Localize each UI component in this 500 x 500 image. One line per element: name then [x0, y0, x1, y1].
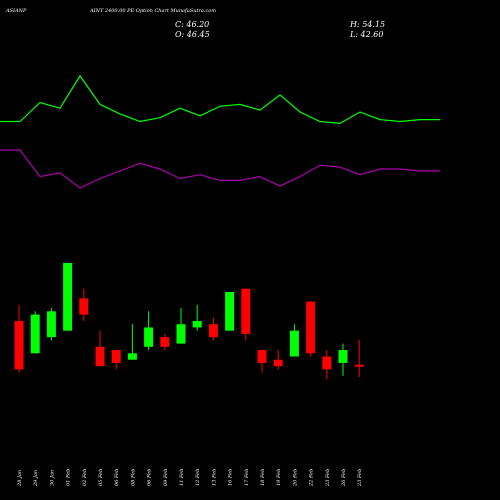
- candle-body: [95, 346, 105, 367]
- indicator-lines: [0, 74, 440, 189]
- candle-body: [241, 288, 251, 334]
- candle-body: [225, 291, 235, 331]
- close-value: C: 46.20: [175, 20, 210, 29]
- chart-subtitle: AINT 2400.00 PE Option Chart MunafaSutra…: [90, 8, 217, 14]
- open-value: O: 46.45: [175, 30, 210, 39]
- x-tick-label: 11 Feb: [179, 469, 185, 486]
- x-tick-label: 08 Feb: [130, 469, 136, 486]
- x-tick-label: 09 Feb: [163, 469, 169, 486]
- x-tick-label: 01 Feb: [66, 469, 72, 486]
- candle-body: [144, 327, 154, 347]
- candle-body: [322, 356, 332, 370]
- candles: [14, 262, 364, 380]
- candle-body: [289, 330, 299, 357]
- x-tick-label: 19 Feb: [276, 469, 282, 486]
- x-tick-label: 23 Feb: [325, 469, 331, 487]
- candle-body: [111, 350, 121, 363]
- x-tick-label: 02 Feb: [82, 469, 88, 486]
- high-value: H: 54.15: [350, 20, 386, 29]
- candle-body: [273, 359, 283, 367]
- low-value: L: 42.60: [350, 30, 384, 39]
- x-tick-label: 26 Feb: [341, 469, 347, 487]
- x-tick-label: 30 Jan: [49, 470, 55, 486]
- x-tick-label: 20 Feb: [292, 469, 298, 487]
- x-tick-label: 06 Feb: [147, 469, 153, 486]
- x-tick-label: 23 Feb: [357, 469, 363, 487]
- x-tick-label: 29 Jan: [33, 470, 39, 487]
- symbol-label: ASIANP: [6, 8, 27, 14]
- x-tick-label: 28 Jan: [17, 470, 23, 487]
- candle-body: [30, 314, 40, 354]
- candle-body: [306, 301, 316, 354]
- candle-body: [338, 350, 348, 363]
- x-tick-label: 22 Feb: [309, 469, 315, 487]
- purple-indicator-line: [0, 149, 440, 189]
- candle-body: [160, 337, 170, 347]
- x-tick-label: 17 Feb: [244, 469, 250, 486]
- candle-body: [14, 321, 24, 370]
- candle-body: [79, 298, 89, 315]
- candle-body: [176, 324, 186, 344]
- candle-body: [127, 353, 137, 360]
- candle-body: [192, 321, 202, 328]
- green-indicator-line: [0, 74, 440, 125]
- x-tick-label: 16 Feb: [228, 469, 234, 486]
- x-axis-labels: 28 Jan 29 Jan 30 Jan 01 Feb 02 Feb 05 Feb 06 F…: [17, 469, 363, 487]
- x-tick-label: 06 Feb: [114, 469, 120, 486]
- candle-body: [354, 364, 364, 367]
- x-tick-label: 18 Feb: [260, 469, 266, 486]
- x-tick-label: 13 Feb: [211, 469, 217, 486]
- x-tick-label: 05 Feb: [98, 469, 104, 486]
- x-tick-label: 12 Feb: [195, 469, 201, 486]
- candle-body: [257, 350, 267, 363]
- candle-body: [208, 324, 218, 338]
- candle-body: [46, 311, 56, 338]
- candle-body: [63, 262, 73, 331]
